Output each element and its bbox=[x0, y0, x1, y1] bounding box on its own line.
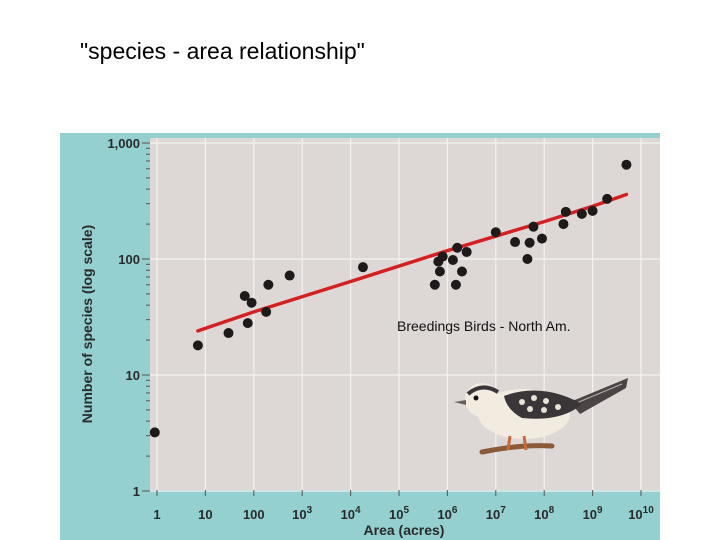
x-axis-label: Area (acres) bbox=[364, 522, 445, 538]
x-tick-label: 107 bbox=[486, 505, 506, 522]
data-point bbox=[246, 297, 257, 308]
x-tick-label: 1010 bbox=[628, 505, 654, 522]
data-point bbox=[461, 246, 472, 257]
x-tick-label: 104 bbox=[341, 505, 361, 522]
data-point bbox=[261, 306, 272, 317]
data-point bbox=[452, 242, 463, 253]
y-tick-label: 10 bbox=[126, 368, 140, 383]
x-tick-label: 108 bbox=[534, 505, 554, 522]
data-point bbox=[149, 427, 160, 438]
y-axis-label: Number of species (log scale) bbox=[79, 225, 95, 423]
y-tick-label: 100 bbox=[118, 252, 140, 267]
data-point bbox=[263, 279, 274, 290]
data-point bbox=[437, 251, 448, 262]
data-point bbox=[522, 254, 533, 264]
data-point bbox=[447, 255, 458, 266]
chart-figure: 1 10 100 1,000 1 10 100 103 104 105 106 107 108 109 10… bbox=[60, 133, 660, 540]
data-point bbox=[223, 328, 234, 339]
data-point bbox=[242, 318, 253, 329]
bird-illustration bbox=[454, 378, 628, 455]
data-point bbox=[576, 208, 587, 219]
data-point bbox=[456, 266, 467, 277]
data-point bbox=[429, 279, 440, 290]
x-tick-label: 105 bbox=[389, 505, 409, 522]
slide-title: "species - area relationship" bbox=[80, 38, 365, 64]
x-tick-label: 100 bbox=[243, 507, 265, 522]
data-point bbox=[524, 237, 535, 248]
data-point bbox=[450, 279, 461, 290]
y-tick-label: 1,000 bbox=[107, 136, 140, 151]
data-point bbox=[357, 262, 368, 273]
x-tick-label: 103 bbox=[292, 505, 312, 522]
chart-svg: 1 10 100 1,000 1 10 100 103 104 105 106 107 108 109 10… bbox=[79, 136, 660, 538]
data-point bbox=[602, 193, 613, 204]
data-point bbox=[587, 205, 598, 216]
data-point bbox=[621, 159, 632, 170]
data-point bbox=[490, 227, 501, 238]
x-tick-label: 10 bbox=[198, 507, 212, 522]
data-point bbox=[536, 233, 547, 244]
chart-caption: Breedings Birds - North Am. bbox=[397, 318, 571, 334]
data-point bbox=[192, 340, 203, 351]
x-tick-label: 1 bbox=[153, 507, 160, 522]
data-point bbox=[239, 290, 250, 301]
data-point bbox=[434, 266, 445, 277]
data-point bbox=[284, 270, 295, 281]
data-point bbox=[510, 237, 521, 248]
x-tick-label: 109 bbox=[583, 505, 603, 522]
y-tick-label: 1 bbox=[133, 484, 140, 499]
data-point bbox=[560, 206, 571, 217]
x-tick-label: 106 bbox=[437, 505, 457, 522]
data-point bbox=[558, 219, 569, 230]
plot-area bbox=[150, 138, 660, 490]
data-point bbox=[528, 221, 539, 232]
